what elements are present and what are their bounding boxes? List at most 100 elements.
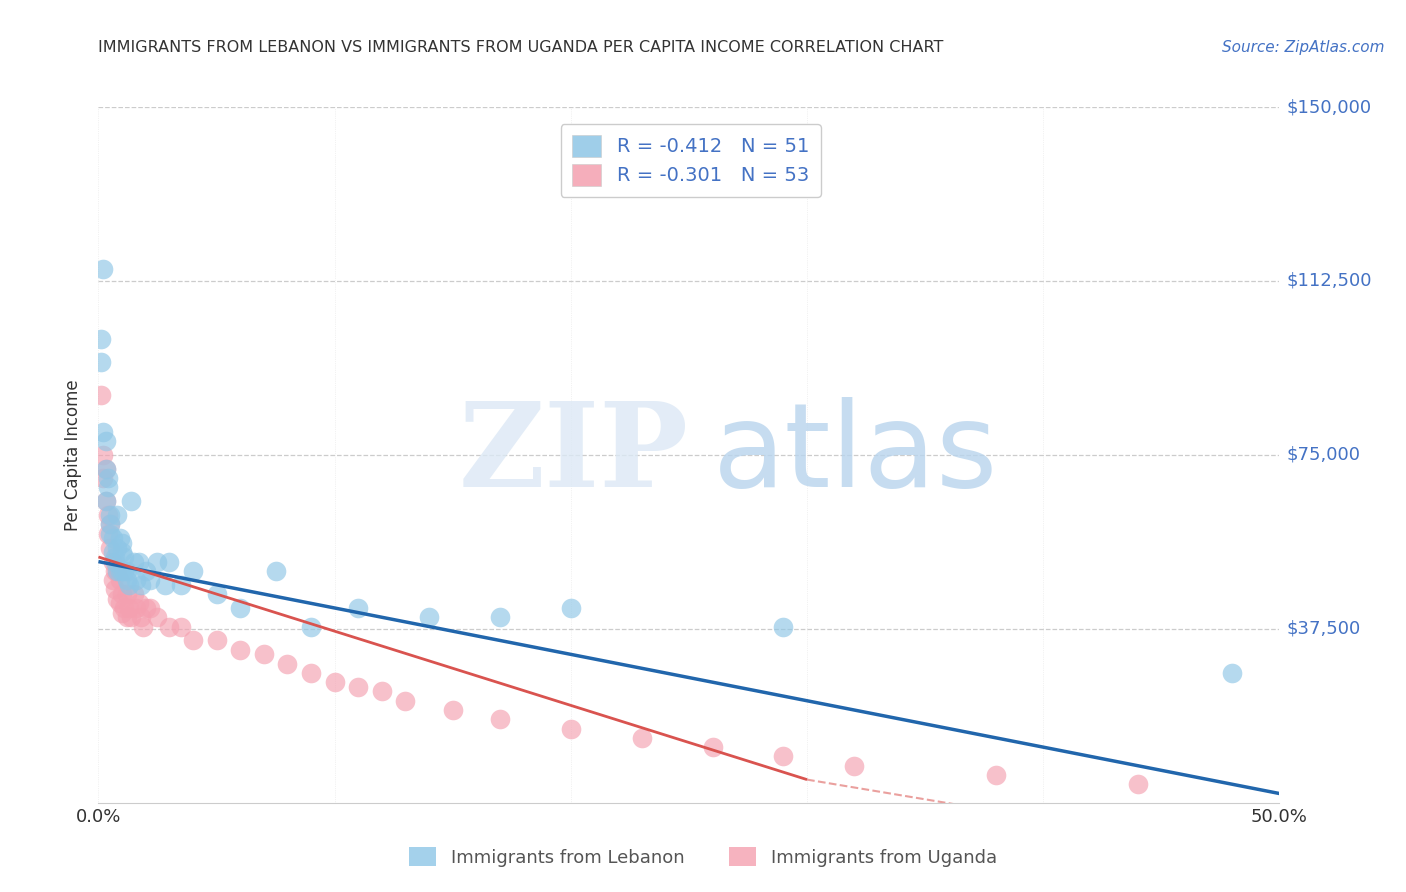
Point: [135, 564, 157, 578]
Point: [112, 549, 135, 564]
Point: [98, 526, 121, 541]
Point: [98, 508, 121, 523]
Text: IMMIGRANTS FROM LEBANON VS IMMIGRANTS FROM UGANDA PER CAPITA INCOME CORRELATION : IMMIGRANTS FROM LEBANON VS IMMIGRANTS FR…: [98, 40, 943, 55]
Point: [91, 471, 114, 485]
Point: [105, 564, 128, 578]
Point: [128, 555, 150, 569]
Y-axis label: Per Capita Income: Per Capita Income: [65, 379, 83, 531]
Point: [97, 526, 120, 541]
Point: [1220, 665, 1243, 680]
Point: [205, 587, 228, 601]
Point: [94, 494, 117, 508]
Point: [630, 731, 652, 745]
Point: [181, 633, 204, 648]
Point: [229, 601, 252, 615]
Point: [94, 494, 117, 508]
Point: [139, 573, 162, 587]
Point: [135, 601, 157, 615]
Point: [253, 648, 276, 662]
Point: [170, 578, 193, 592]
Point: [489, 610, 512, 624]
Point: [394, 694, 416, 708]
Point: [299, 665, 322, 680]
Point: [772, 749, 794, 764]
Point: [91, 262, 114, 277]
Point: [371, 684, 394, 698]
Point: [105, 591, 128, 606]
Point: [90, 387, 112, 401]
Point: [94, 462, 117, 476]
Point: [146, 610, 169, 624]
Point: [104, 549, 127, 564]
Point: [115, 573, 138, 587]
Point: [97, 471, 120, 485]
Point: [115, 564, 138, 578]
Point: [111, 587, 134, 601]
Point: [105, 564, 128, 578]
Point: [132, 619, 155, 633]
Point: [129, 610, 152, 624]
Text: ZIP: ZIP: [458, 398, 689, 512]
Point: [97, 508, 120, 523]
Point: [105, 541, 128, 555]
Text: $75,000: $75,000: [1286, 446, 1361, 464]
Point: [489, 712, 512, 726]
Point: [91, 448, 114, 462]
Point: [153, 578, 176, 592]
Point: [94, 462, 117, 476]
Point: [101, 573, 124, 587]
Point: [98, 517, 121, 532]
Text: $112,500: $112,500: [1286, 272, 1372, 290]
Point: [112, 564, 135, 578]
Point: [170, 619, 193, 633]
Point: [111, 564, 134, 578]
Point: [111, 606, 134, 620]
Point: [122, 587, 145, 601]
Point: [128, 596, 150, 610]
Point: [104, 555, 127, 569]
Point: [94, 434, 117, 448]
Point: [205, 633, 228, 648]
Point: [121, 494, 143, 508]
Point: [101, 545, 124, 559]
Point: [101, 532, 124, 546]
Text: Source: ZipAtlas.com: Source: ZipAtlas.com: [1222, 40, 1385, 55]
Point: [299, 619, 322, 633]
Point: [418, 610, 440, 624]
Point: [560, 722, 582, 736]
Point: [90, 332, 112, 346]
Point: [347, 680, 370, 694]
Point: [157, 555, 180, 569]
Point: [90, 355, 112, 369]
Point: [118, 578, 141, 592]
Point: [115, 587, 138, 601]
Point: [139, 601, 162, 615]
Point: [347, 601, 370, 615]
Point: [104, 564, 127, 578]
Point: [105, 508, 128, 523]
Point: [104, 582, 127, 597]
Point: [560, 601, 582, 615]
Point: [276, 657, 298, 671]
Point: [772, 619, 794, 633]
Point: [98, 517, 121, 532]
Point: [844, 758, 866, 772]
Point: [157, 619, 180, 633]
Legend: R = -0.412   N = 51, R = -0.301   N = 53: R = -0.412 N = 51, R = -0.301 N = 53: [561, 124, 821, 197]
Text: $150,000: $150,000: [1286, 98, 1372, 116]
Point: [121, 610, 143, 624]
Text: $37,500: $37,500: [1286, 620, 1361, 638]
Point: [984, 768, 1007, 782]
Point: [97, 480, 120, 494]
Point: [323, 675, 346, 690]
Point: [112, 601, 135, 615]
Point: [146, 555, 169, 569]
Point: [264, 564, 287, 578]
Point: [108, 573, 131, 587]
Point: [98, 541, 121, 555]
Point: [1126, 777, 1149, 791]
Point: [441, 703, 464, 717]
Point: [108, 596, 131, 610]
Point: [118, 601, 141, 615]
Point: [125, 573, 148, 587]
